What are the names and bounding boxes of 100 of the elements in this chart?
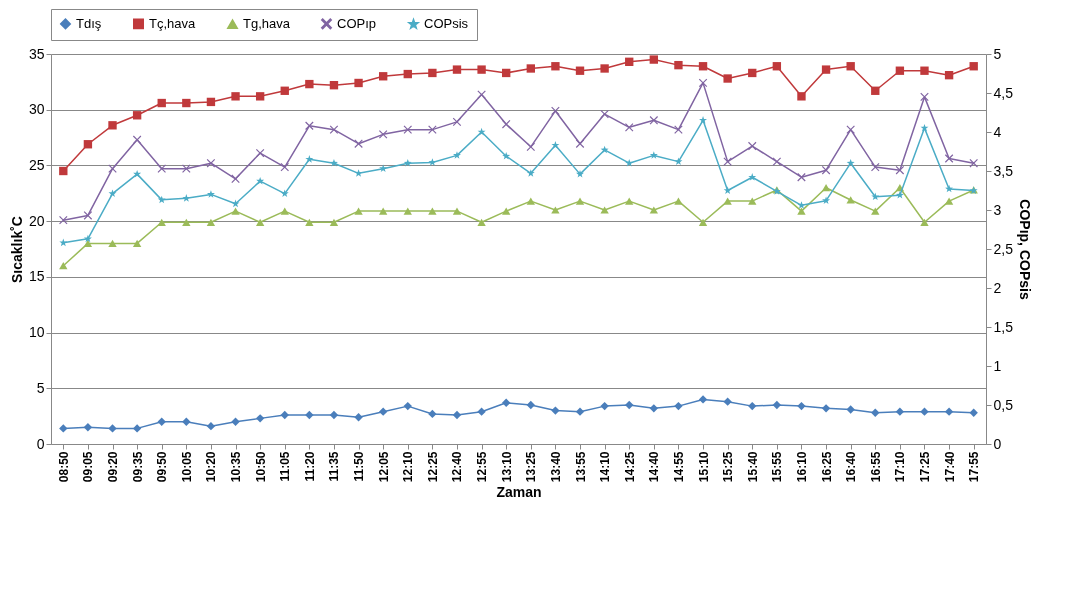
y2-tick-label: 3,5 <box>993 162 1014 179</box>
point <box>748 173 757 181</box>
point <box>280 189 289 197</box>
point <box>280 410 289 420</box>
point <box>526 197 535 205</box>
x-tick-label: 12:40 <box>450 451 465 483</box>
point <box>378 407 388 416</box>
point <box>231 174 240 183</box>
point <box>231 199 240 208</box>
x-tick-label: 13:25 <box>524 451 539 483</box>
point <box>354 207 363 215</box>
point <box>797 401 806 411</box>
x-tick-label: 10:20 <box>204 451 219 483</box>
y2-tick-label: 1,5 <box>993 318 1014 335</box>
point <box>600 64 609 73</box>
x-tick-label: 09:50 <box>155 451 170 483</box>
legend-label: COPıp <box>337 15 377 31</box>
y2-axis-title: COPıp, COPsis <box>1016 199 1033 300</box>
x-tick-label: 11:20 <box>302 451 317 482</box>
y2-tick-label: 1 <box>993 357 1002 374</box>
point <box>575 66 585 75</box>
point <box>551 406 560 415</box>
point <box>944 197 954 205</box>
point <box>723 197 732 205</box>
point <box>452 410 462 420</box>
point <box>108 424 117 433</box>
point <box>575 139 585 148</box>
point <box>502 207 511 215</box>
x-tick-label: 09:35 <box>130 451 145 483</box>
legend-label: Tg,hava <box>243 16 291 32</box>
point <box>403 69 412 79</box>
point <box>649 404 659 413</box>
x-tick-label: 15:25 <box>721 451 736 483</box>
point <box>699 116 708 124</box>
point <box>231 92 240 101</box>
point <box>83 234 92 243</box>
point <box>772 157 782 166</box>
point <box>920 92 929 102</box>
point <box>59 262 68 270</box>
point <box>871 86 880 95</box>
point <box>83 239 93 248</box>
point <box>895 191 904 199</box>
y2-tick-label: 0,5 <box>993 396 1014 413</box>
y-tick-label: 15 <box>28 268 45 285</box>
point <box>132 424 142 433</box>
point <box>280 86 289 95</box>
point <box>378 207 388 215</box>
point <box>748 141 757 151</box>
x-tick-label: 17:10 <box>893 451 908 483</box>
x-tick-label: 10:50 <box>253 451 268 483</box>
legend-label: Tdış <box>76 15 102 31</box>
point <box>723 186 732 194</box>
point <box>772 400 782 410</box>
point <box>108 121 117 130</box>
point <box>428 68 437 78</box>
point <box>83 211 93 220</box>
point <box>108 189 117 197</box>
point <box>551 106 560 116</box>
y-tick-label: 10 <box>28 324 45 341</box>
point <box>59 238 68 247</box>
point <box>305 218 314 226</box>
point <box>846 159 855 167</box>
point <box>182 417 191 426</box>
point <box>748 197 757 205</box>
point <box>871 192 880 201</box>
point <box>846 405 855 414</box>
point <box>969 62 978 71</box>
point <box>945 184 954 193</box>
x-tick-label: 15:10 <box>696 451 711 483</box>
x-tick-label: 13:55 <box>573 451 588 483</box>
point <box>600 401 609 411</box>
point <box>502 398 511 407</box>
point <box>895 407 905 416</box>
point <box>502 68 511 78</box>
x-tick-label: 17:25 <box>917 451 932 483</box>
x-tick-label: 09:05 <box>81 451 96 483</box>
point <box>403 207 412 215</box>
y2-tick-label: 0 <box>993 435 1002 452</box>
point <box>255 92 265 101</box>
point <box>452 65 462 74</box>
point <box>157 98 166 108</box>
point <box>551 141 560 149</box>
point <box>526 169 535 177</box>
y2-tick-label: 2 <box>993 279 1002 296</box>
point <box>674 197 683 205</box>
point <box>157 218 166 226</box>
point <box>354 413 363 422</box>
x-axis-title: Zaman <box>496 484 542 501</box>
x-tick-label: 09:20 <box>106 451 121 483</box>
x-tick-label: 16:10 <box>794 451 809 483</box>
point <box>698 395 708 404</box>
x-tick-label: 14:25 <box>622 451 637 483</box>
point <box>329 159 338 167</box>
x-tick-label: 12:10 <box>401 451 416 483</box>
x-tick-label: 12:05 <box>376 451 391 483</box>
point <box>625 57 634 66</box>
point <box>354 78 363 88</box>
point <box>157 417 166 426</box>
legend-label: Tç,hava <box>149 15 197 31</box>
point <box>575 407 585 416</box>
